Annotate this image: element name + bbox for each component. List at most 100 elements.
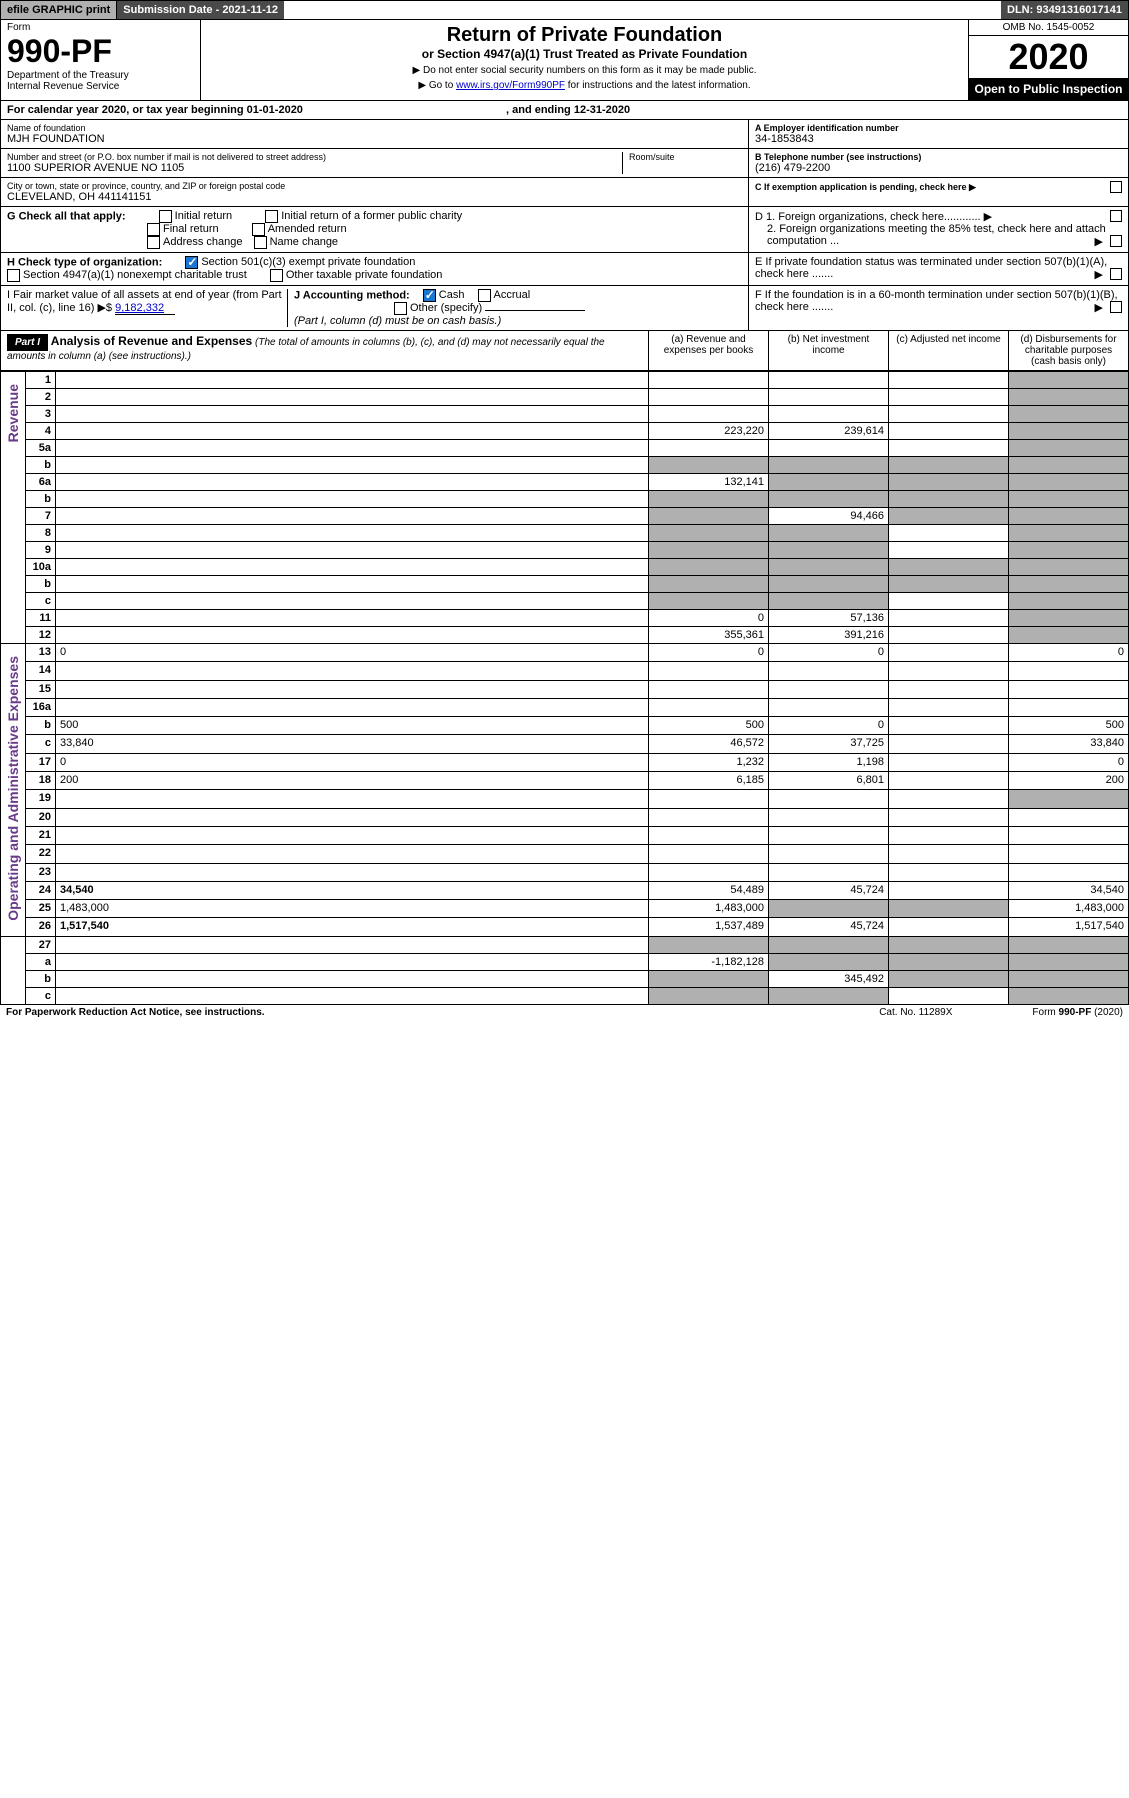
- line-number: 24: [26, 881, 56, 899]
- amount-cell: [1009, 680, 1129, 698]
- line-desc: 0: [56, 753, 649, 771]
- line-desc: [56, 698, 649, 716]
- amount-cell: [1009, 953, 1129, 970]
- irs-label: Internal Revenue Service: [7, 81, 194, 92]
- line-number: 12: [26, 627, 56, 644]
- form-title: Return of Private Foundation: [209, 24, 960, 47]
- i-j-row: I Fair market value of all assets at end…: [0, 286, 1129, 331]
- i-value[interactable]: 9,182,332: [115, 302, 175, 315]
- amount-cell: [769, 863, 889, 881]
- top-bar: efile GRAPHIC print Submission Date - 20…: [0, 0, 1129, 20]
- chk-initial[interactable]: [159, 210, 172, 223]
- lbl-other-method: Other (specify): [410, 302, 482, 314]
- line-number: 1: [26, 372, 56, 389]
- h-label: H Check type of organization:: [7, 256, 162, 268]
- chk-4947[interactable]: [7, 269, 20, 282]
- line-number: c: [26, 593, 56, 610]
- line-number: b: [26, 717, 56, 735]
- amount-cell: [889, 717, 1009, 735]
- chk-other-tax[interactable]: [270, 269, 283, 282]
- amount-cell: [1009, 474, 1129, 491]
- c-checkbox[interactable]: [1110, 181, 1122, 193]
- chk-501c3[interactable]: [185, 256, 198, 269]
- amount-cell: [889, 735, 1009, 753]
- amount-cell: [889, 457, 1009, 474]
- irs-link[interactable]: www.irs.gov/Form990PF: [456, 80, 565, 91]
- line-desc: [56, 627, 649, 644]
- vertical-label: Revenue: [1, 372, 26, 644]
- amount-cell: [649, 576, 769, 593]
- line-desc: [56, 790, 649, 808]
- amount-cell: [889, 918, 1009, 936]
- amount-cell: [1009, 423, 1129, 440]
- amount-cell: 1,537,489: [649, 918, 769, 936]
- line-desc: [56, 936, 649, 953]
- amount-cell: 46,572: [649, 735, 769, 753]
- footer-center: Cat. No. 11289X: [879, 1007, 952, 1018]
- line-number: 2: [26, 389, 56, 406]
- amount-cell: 37,725: [769, 735, 889, 753]
- amount-cell: [889, 970, 1009, 987]
- amount-cell: [649, 863, 769, 881]
- amount-cell: [1009, 845, 1129, 863]
- d1-checkbox[interactable]: [1110, 210, 1122, 222]
- amount-cell: [769, 389, 889, 406]
- amount-cell: [1009, 662, 1129, 680]
- amount-cell: 0: [769, 644, 889, 662]
- amount-cell: [889, 440, 1009, 457]
- amount-cell: [889, 593, 1009, 610]
- amount-cell: [889, 790, 1009, 808]
- col-a-hdr: (a) Revenue and expenses per books: [648, 331, 768, 370]
- chk-final[interactable]: [147, 223, 160, 236]
- chk-other-method[interactable]: [394, 302, 407, 315]
- amount-cell: [649, 826, 769, 844]
- line-number: 7: [26, 508, 56, 525]
- amount-cell: 132,141: [649, 474, 769, 491]
- amount-cell: [1009, 593, 1129, 610]
- line-number: 21: [26, 826, 56, 844]
- amount-cell: [889, 680, 1009, 698]
- amount-cell: [649, 542, 769, 559]
- amount-cell: [1009, 627, 1129, 644]
- col-d-hdr: (d) Disbursements for charitable purpose…: [1008, 331, 1128, 370]
- amount-cell: [889, 406, 1009, 423]
- amount-cell: 54,489: [649, 881, 769, 899]
- amount-cell: [769, 936, 889, 953]
- chk-name-change[interactable]: [254, 236, 267, 249]
- e-checkbox[interactable]: [1110, 268, 1122, 280]
- amount-cell: [649, 372, 769, 389]
- form-header: Form 990-PF Department of the Treasury I…: [0, 20, 1129, 101]
- amount-cell: [1009, 790, 1129, 808]
- amount-cell: 500: [1009, 717, 1129, 735]
- f-checkbox[interactable]: [1110, 301, 1122, 313]
- amount-cell: [1009, 406, 1129, 423]
- amount-cell: [649, 508, 769, 525]
- chk-accrual[interactable]: [478, 289, 491, 302]
- efile-print-button[interactable]: efile GRAPHIC print: [1, 1, 117, 19]
- cal-begin: 01-01-2020: [247, 104, 303, 116]
- amount-cell: [889, 826, 1009, 844]
- chk-cash[interactable]: [423, 289, 436, 302]
- g-label: G Check all that apply:: [7, 210, 126, 222]
- form-number: 990-PF: [7, 33, 194, 70]
- line-number: 18: [26, 772, 56, 790]
- line-desc: [56, 953, 649, 970]
- j-label: J Accounting method:: [294, 289, 410, 301]
- line-number: b: [26, 970, 56, 987]
- amount-cell: 1,198: [769, 753, 889, 771]
- chk-addr-change[interactable]: [147, 236, 160, 249]
- chk-initial-former[interactable]: [265, 210, 278, 223]
- amount-cell: 1,517,540: [1009, 918, 1129, 936]
- amount-cell: [649, 593, 769, 610]
- footer: For Paperwork Reduction Act Notice, see …: [0, 1005, 1129, 1020]
- amount-cell: 0: [1009, 753, 1129, 771]
- amount-cell: [889, 753, 1009, 771]
- d2-checkbox[interactable]: [1110, 235, 1122, 247]
- calendar-year-row: For calendar year 2020, or tax year begi…: [0, 101, 1129, 120]
- line-number: c: [26, 735, 56, 753]
- chk-amended[interactable]: [252, 223, 265, 236]
- amount-cell: [769, 900, 889, 918]
- amount-cell: [1009, 525, 1129, 542]
- line-desc: [56, 423, 649, 440]
- amount-cell: [889, 772, 1009, 790]
